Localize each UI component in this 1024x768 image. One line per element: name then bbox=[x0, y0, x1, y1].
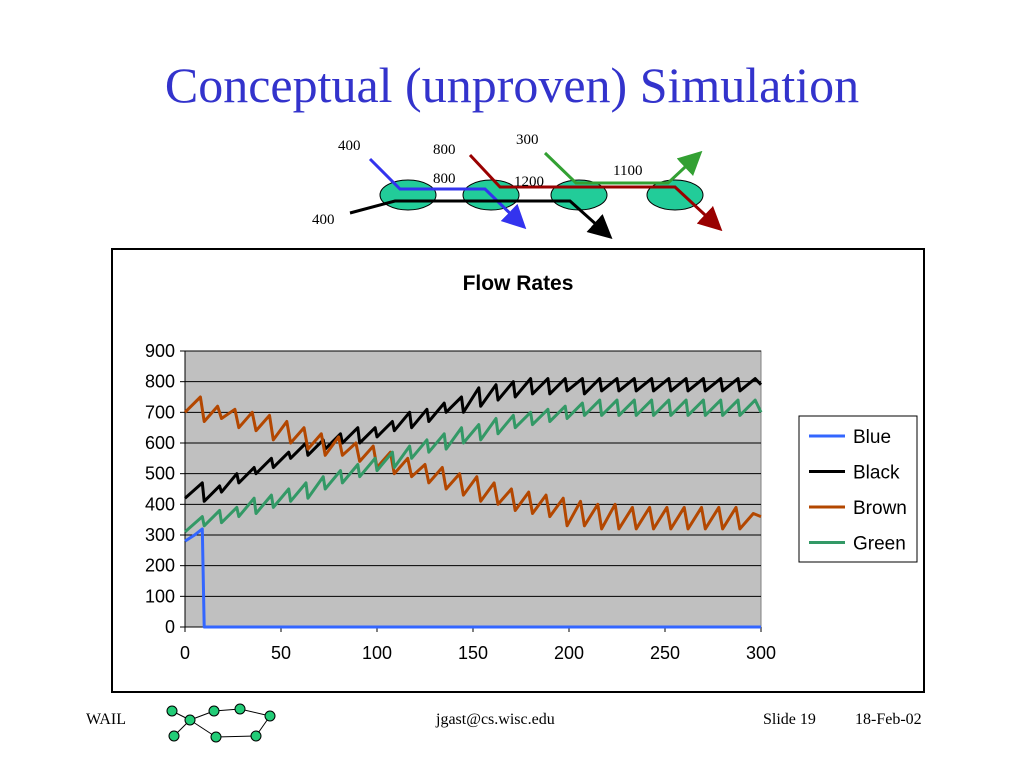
slide-title: Conceptual (unproven) Simulation bbox=[164, 57, 860, 113]
label-link-1-2: 800 bbox=[433, 171, 456, 187]
flow-brown bbox=[468, 153, 723, 232]
flow-blue bbox=[368, 157, 527, 230]
y-tick-label-100: 100 bbox=[145, 586, 175, 606]
footer-date: 18-Feb-02 bbox=[855, 711, 922, 728]
footer-email: jgast@cs.wisc.edu bbox=[436, 711, 555, 728]
label-black-rate: 400 bbox=[312, 212, 335, 228]
network-graph-logo bbox=[166, 703, 276, 743]
x-tick-label-250: 250 bbox=[650, 643, 680, 663]
label-brown-rate-top: 800 bbox=[433, 142, 456, 158]
series-line-black bbox=[184, 377, 763, 503]
x-tick-label-50: 50 bbox=[271, 643, 291, 663]
footer-left: WAIL bbox=[86, 711, 126, 728]
y-tick-label-200: 200 bbox=[145, 556, 175, 576]
x-tick-label-0: 0 bbox=[180, 643, 190, 663]
series-line-blue bbox=[184, 527, 761, 629]
legend-label-black: Black bbox=[853, 463, 900, 484]
legend-label-blue: Blue bbox=[853, 427, 891, 448]
x-tick-label-100: 100 bbox=[362, 643, 392, 663]
y-tick-label-900: 900 bbox=[145, 341, 175, 361]
y-tick-label-700: 700 bbox=[145, 402, 175, 422]
x-tick-label-200: 200 bbox=[554, 643, 584, 663]
flow-rates-chart: Flow Rates 0 100 200 300 400 500 600 700 800 900 0 5… bbox=[145, 272, 918, 663]
series-line-green bbox=[184, 398, 763, 534]
y-tick-label-0: 0 bbox=[165, 617, 175, 637]
router-node-1 bbox=[379, 179, 437, 211]
y-tick-label-500: 500 bbox=[145, 464, 175, 484]
x-tick-label-300: 300 bbox=[746, 643, 776, 663]
label-link-2-3: 1200 bbox=[514, 174, 544, 190]
y-tick-label-300: 300 bbox=[145, 525, 175, 545]
y-tick-label-800: 800 bbox=[145, 372, 175, 392]
chart-title: Flow Rates bbox=[463, 272, 574, 295]
label-green-rate: 300 bbox=[516, 132, 539, 148]
legend-label-green: Green bbox=[853, 534, 906, 555]
x-tick-label-150: 150 bbox=[458, 643, 488, 663]
footer-slide-number: Slide 19 bbox=[763, 711, 816, 728]
y-tick-label-600: 600 bbox=[145, 433, 175, 453]
flow-black bbox=[349, 199, 613, 240]
network-flow-diagram: 400 400 800 800 1200 300 1100 bbox=[312, 132, 723, 240]
plot-area bbox=[184, 350, 762, 628]
legend-label-brown: Brown bbox=[853, 498, 907, 519]
legend-box bbox=[798, 415, 918, 563]
series-line-brown bbox=[183, 395, 762, 531]
label-link-3-4: 1100 bbox=[613, 163, 642, 179]
label-blue-rate: 400 bbox=[338, 138, 361, 154]
flow-green bbox=[543, 150, 703, 185]
y-tick-label-400: 400 bbox=[145, 494, 175, 514]
chart-area: Flow Rates 0 100 200 300 400 500 600 700 800 900 0 5… bbox=[111, 248, 925, 693]
